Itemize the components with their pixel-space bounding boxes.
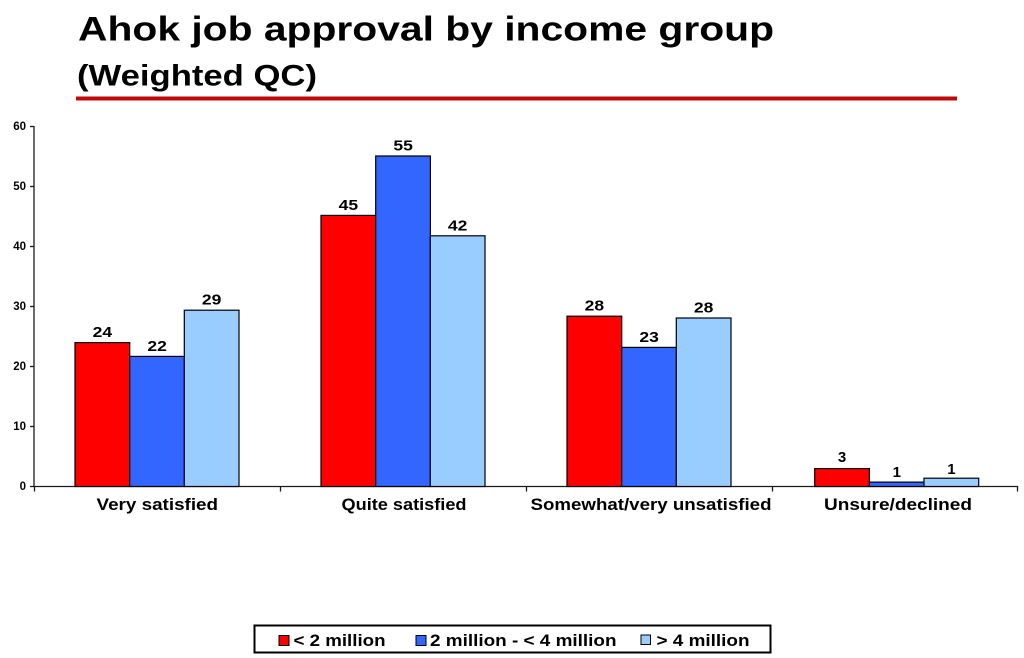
svg-text:29: 29 — [202, 292, 222, 309]
svg-text:42: 42 — [448, 217, 468, 234]
svg-text:> 4 million: > 4 million — [657, 631, 750, 650]
svg-text:23: 23 — [639, 329, 659, 346]
svg-text:< 2 million: < 2 million — [294, 631, 386, 650]
svg-text:22: 22 — [147, 338, 167, 355]
svg-text:24: 24 — [93, 324, 113, 341]
svg-text:10: 10 — [13, 421, 26, 433]
svg-text:55: 55 — [393, 138, 413, 155]
svg-text:Somewhat/very unsatisfied: Somewhat/very unsatisfied — [531, 495, 772, 514]
svg-text:40: 40 — [13, 241, 26, 253]
svg-text:1: 1 — [893, 464, 901, 481]
svg-text:0: 0 — [20, 481, 26, 493]
svg-text:28: 28 — [585, 298, 605, 315]
svg-text:3: 3 — [838, 449, 846, 466]
svg-text:(Weighted QC): (Weighted QC) — [77, 60, 317, 93]
svg-text:45: 45 — [339, 197, 359, 214]
svg-text:Very satisfied: Very satisfied — [97, 495, 219, 514]
svg-text:30: 30 — [13, 301, 26, 313]
svg-text:Unsure/declined: Unsure/declined — [824, 495, 972, 514]
svg-text:60: 60 — [13, 121, 26, 133]
svg-text:2 million - < 4 million: 2 million - < 4 million — [430, 631, 617, 650]
svg-text:1: 1 — [947, 461, 955, 478]
svg-text:50: 50 — [13, 181, 26, 193]
svg-text:Quite satisfied: Quite satisfied — [342, 495, 467, 514]
svg-text:28: 28 — [694, 300, 714, 317]
svg-text:Ahok job approval by income gr: Ahok job approval by income group — [78, 11, 774, 49]
svg-text:20: 20 — [13, 361, 26, 373]
